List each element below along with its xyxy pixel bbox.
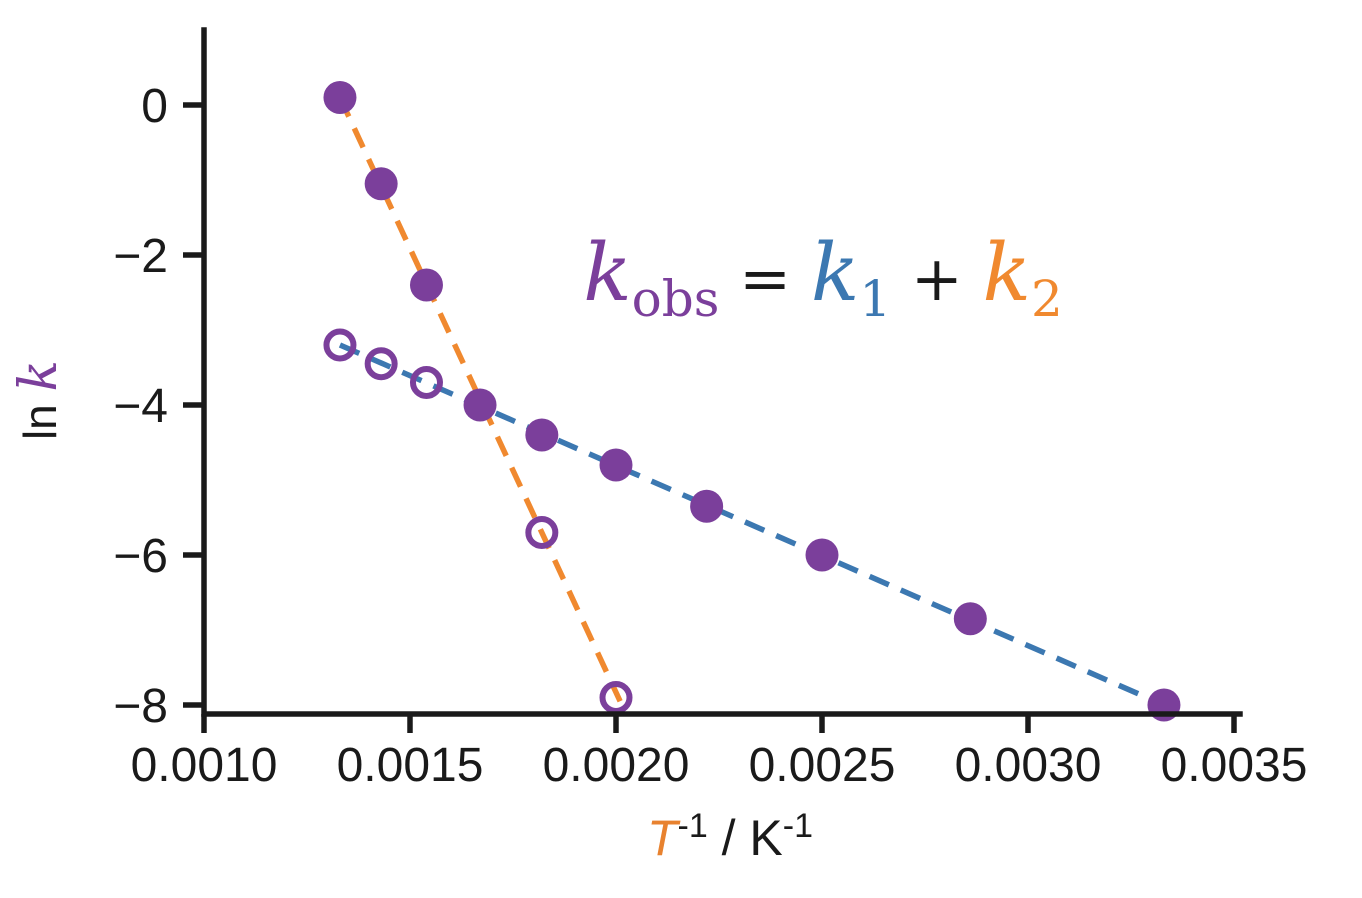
component-rate-points-marker	[409, 366, 443, 399]
equation-kobs-k1-k2-part: k	[811, 226, 859, 319]
k-obs-observed-marker	[323, 81, 357, 114]
equation-annotation-layer: kobs = k1 + k2	[583, 226, 1063, 328]
y-axis-label-part: k	[9, 360, 69, 392]
axes-spines	[201, 27, 1243, 717]
x-tick-label: 0.0025	[749, 739, 896, 792]
equation-kobs-k1-k2: kobs = k1 + k2	[583, 226, 1063, 328]
component-rate-points-marker	[599, 681, 633, 714]
x-tick-label: 0.0030	[955, 739, 1102, 792]
x-axis-label-part: / K	[708, 810, 783, 866]
x-axis-label: T-1 / K-1	[647, 807, 813, 866]
data-points-layer	[323, 81, 1181, 722]
x-axis-label-part: -1	[783, 807, 813, 845]
k1-fit-line	[338, 342, 1166, 708]
k-obs-observed-marker	[599, 448, 633, 482]
y-tick-label: −2	[113, 230, 168, 283]
y-tick-label: 0	[141, 80, 168, 133]
equation-kobs-k1-k2-part: +	[891, 242, 982, 315]
k-obs-observed-marker	[525, 418, 559, 452]
axis-labels-layer: 0.0010 0.0015 0.0020 0.0025 0.0030 0.0035 0 −2 −…	[9, 80, 1307, 866]
k-obs-observed-marker	[463, 388, 497, 422]
equation-kobs-k1-k2-part: k	[983, 226, 1031, 319]
equation-kobs-k1-k2-part: k	[583, 226, 631, 319]
k-obs-observed-marker	[409, 268, 443, 302]
fit-lines-layer	[337, 96, 1166, 708]
equation-kobs-k1-k2-part: 2	[1031, 270, 1063, 328]
k-obs-observed-marker	[690, 489, 724, 523]
k-obs-observed-marker	[805, 538, 839, 572]
y-tick-label: −8	[113, 680, 168, 733]
component-rate-points-marker	[525, 516, 559, 549]
equation-kobs-k1-k2-part: obs	[632, 270, 720, 328]
x-tick-label: 0.0010	[131, 739, 278, 792]
x-axis-label-part: T	[647, 810, 681, 866]
equation-kobs-k1-k2-part: =	[719, 242, 810, 315]
y-tick-label: −6	[113, 530, 168, 583]
component-rate-points-marker	[323, 328, 357, 362]
y-tick-label: −4	[113, 380, 168, 433]
y-axis-label-part: ln	[14, 391, 66, 440]
x-axis-label-part: -1	[678, 807, 708, 845]
axes-layer	[183, 27, 1243, 733]
x-tick-label: 0.0035	[1161, 739, 1308, 792]
k-obs-observed-marker	[364, 167, 398, 201]
x-tick-label: 0.0020	[543, 739, 690, 792]
x-tick-label: 0.0015	[337, 739, 484, 792]
k-obs-observed-marker	[953, 602, 987, 636]
equation-kobs-k1-k2-part: 1	[859, 270, 891, 328]
y-axis-label: ln k	[9, 360, 69, 440]
component-rate-points-marker	[364, 347, 398, 381]
